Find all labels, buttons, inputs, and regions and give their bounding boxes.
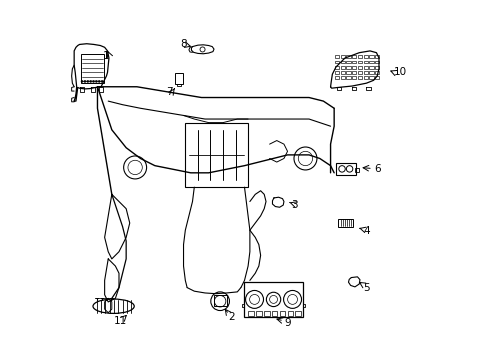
Bar — [351, 71, 356, 74]
Bar — [244, 282, 302, 317]
Bar — [346, 76, 350, 79]
Bar — [264, 311, 269, 316]
Bar — [334, 76, 339, 79]
Circle shape — [98, 80, 100, 82]
Bar — [346, 60, 350, 63]
Bar — [363, 55, 367, 58]
Text: 7: 7 — [165, 87, 172, 97]
Bar — [357, 71, 362, 74]
Bar — [214, 296, 226, 306]
Bar — [185, 123, 247, 187]
Bar — [279, 311, 285, 316]
Bar — [255, 311, 261, 316]
Text: 6: 6 — [373, 164, 380, 174]
Text: 3: 3 — [291, 200, 297, 210]
Bar — [351, 76, 356, 79]
Bar — [247, 311, 253, 316]
Text: 2: 2 — [228, 312, 235, 322]
Bar — [271, 311, 277, 316]
Circle shape — [92, 80, 94, 82]
Bar — [338, 219, 352, 226]
Bar — [340, 60, 344, 63]
Text: 11: 11 — [114, 316, 127, 325]
Bar — [81, 54, 104, 83]
Bar — [374, 55, 379, 58]
Bar — [374, 71, 379, 74]
Bar — [363, 76, 367, 79]
Bar — [354, 168, 358, 172]
Circle shape — [86, 80, 89, 82]
Bar — [295, 311, 301, 316]
Bar — [368, 55, 373, 58]
Bar — [340, 76, 344, 79]
Bar — [175, 73, 183, 84]
Bar — [374, 66, 379, 69]
Bar — [363, 66, 367, 69]
Text: 1: 1 — [103, 51, 109, 61]
Bar — [334, 60, 339, 63]
Bar — [351, 60, 356, 63]
Bar — [357, 66, 362, 69]
Bar — [363, 60, 367, 63]
Bar — [368, 71, 373, 74]
Circle shape — [81, 80, 83, 82]
Bar — [368, 60, 373, 63]
Circle shape — [89, 80, 92, 82]
Text: 8: 8 — [180, 39, 186, 49]
Bar — [340, 55, 344, 58]
Bar — [368, 66, 373, 69]
Bar — [357, 76, 362, 79]
Circle shape — [83, 80, 86, 82]
Bar — [346, 66, 350, 69]
Bar — [357, 60, 362, 63]
Bar — [346, 55, 350, 58]
Bar — [363, 71, 367, 74]
Bar — [351, 55, 356, 58]
Bar — [340, 71, 344, 74]
Bar — [374, 60, 379, 63]
Text: 10: 10 — [393, 67, 406, 77]
Bar — [334, 66, 339, 69]
Circle shape — [101, 80, 103, 82]
Circle shape — [95, 80, 97, 82]
Bar — [177, 84, 180, 86]
Bar — [374, 76, 379, 79]
Bar — [334, 55, 339, 58]
Bar — [334, 71, 339, 74]
Bar — [346, 71, 350, 74]
Text: 9: 9 — [284, 319, 290, 328]
Bar — [335, 163, 355, 175]
Bar — [357, 55, 362, 58]
Bar — [351, 66, 356, 69]
Text: 5: 5 — [363, 283, 369, 293]
Bar — [340, 66, 344, 69]
Bar — [287, 311, 293, 316]
Bar — [368, 76, 373, 79]
Text: 4: 4 — [363, 226, 369, 236]
